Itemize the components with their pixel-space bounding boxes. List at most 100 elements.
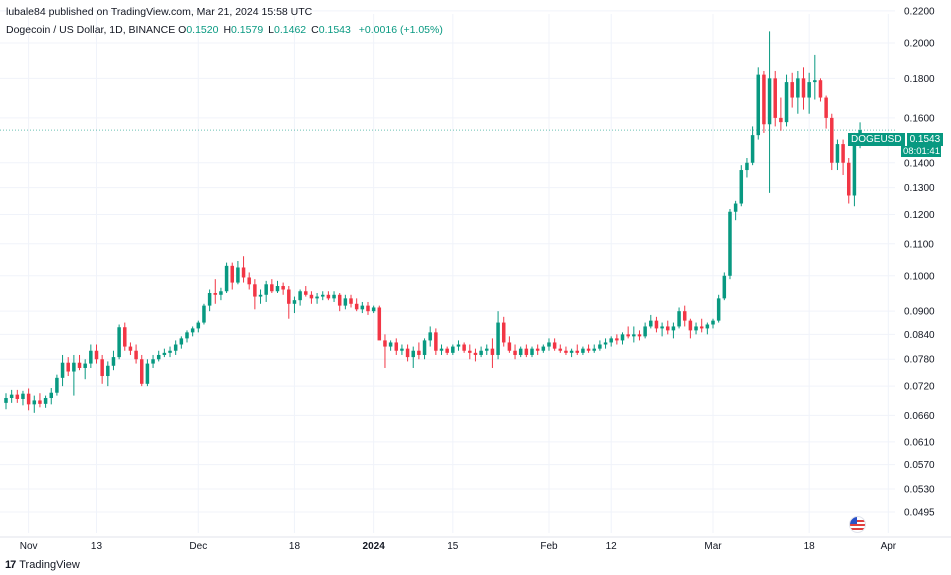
ohlc-value-h: 0.1579 [231,24,264,36]
y-tick-label: 0.1400 [904,158,935,169]
candle-body [264,284,268,295]
y-tick-label: 0.0530 [904,485,935,496]
candle-body [535,348,540,351]
candle-body [309,294,314,299]
candle-body [643,326,647,337]
candle-body [552,342,557,349]
y-tick-label: 0.1300 [904,183,935,194]
candle-body [733,203,738,212]
candle-body [287,289,291,304]
candle-body [518,348,523,355]
candle-body [688,320,693,331]
candle-body [128,346,133,351]
candle-body [660,326,664,329]
y-tick-label: 0.0570 [904,460,935,471]
candle-body [779,117,783,123]
candle-body [524,348,529,355]
candle-body [756,74,761,136]
y-tick-label: 0.0495 [904,507,935,518]
ohlc-label-c: C [311,24,319,36]
candle-body [196,322,201,329]
candle-body [592,348,596,351]
tradingview-footer[interactable]: 17 TradingView [5,559,80,571]
candle-body [134,350,138,360]
candle-body [637,334,642,337]
candle-body [575,350,580,353]
candle-body [38,400,42,404]
candle-body [558,348,563,351]
candle-body [326,294,331,299]
candle-body [598,344,602,349]
candle-body [445,348,449,353]
x-tick-label: Dec [189,541,207,552]
candle-body [762,74,766,125]
candle-body [750,135,755,163]
candle-body [507,342,512,351]
candle-body [55,377,59,393]
price-tag-symbol: DOGEUSD [848,133,905,146]
ohlc-label-l: L [268,24,275,36]
candle-body [603,342,608,345]
candle-body [422,340,427,355]
x-tick-label: 15 [447,541,459,552]
candle-body [89,350,93,364]
y-tick-label: 0.0840 [904,330,935,341]
candle-body [247,277,251,285]
candle-body [666,326,670,331]
candle-body [145,363,150,384]
candle-body [796,78,800,98]
candle-body [632,334,636,337]
candle-body [275,286,280,292]
candle-body [366,305,370,312]
candle-body [541,346,546,351]
candle-body [77,362,82,368]
candle-body [394,342,399,351]
candle-body [428,332,432,341]
candle-body [32,400,37,405]
candle-body [852,135,857,196]
x-tick-label: 12 [606,541,618,552]
candle-body [417,350,421,355]
candle-body [202,305,206,323]
candle-body [190,328,195,333]
candle-body [168,350,172,353]
candle-body [490,348,495,355]
x-tick-label: Nov [20,541,38,552]
y-tick-label: 0.2000 [904,38,935,49]
candle-body [479,350,483,355]
candle-body [547,342,551,347]
candle-body [434,332,438,351]
candle-body [383,340,387,347]
candle-body [224,265,229,292]
candle-body [739,170,744,204]
tradingview-brand: TradingView [19,559,80,571]
candle-body [94,350,99,360]
candle-body [162,352,167,355]
y-tick-label: 0.0720 [904,382,935,393]
us-flag-icon[interactable] [849,516,866,533]
y-tick-label: 0.0660 [904,411,935,422]
x-tick-label: Mar [704,541,722,552]
candle-body [456,344,461,347]
x-tick-label: Apr [881,541,897,552]
candle-body [501,322,506,343]
tradingview-logo-icon: 17 [5,559,16,571]
candle-body [609,338,613,343]
candle-body [241,267,246,278]
candle-body [694,326,698,331]
candle-body [411,350,415,358]
candle-body [858,130,862,136]
x-tick-label: 18 [804,541,816,552]
candle-body [281,286,285,290]
candle-body [349,298,353,304]
candle-body [620,334,625,341]
candle-body [699,326,704,329]
candle-body [230,265,234,283]
candle-body [43,398,48,404]
candle-body [354,303,359,310]
candle-body [784,82,789,123]
candle-body [219,291,223,295]
candle-body [388,342,393,347]
